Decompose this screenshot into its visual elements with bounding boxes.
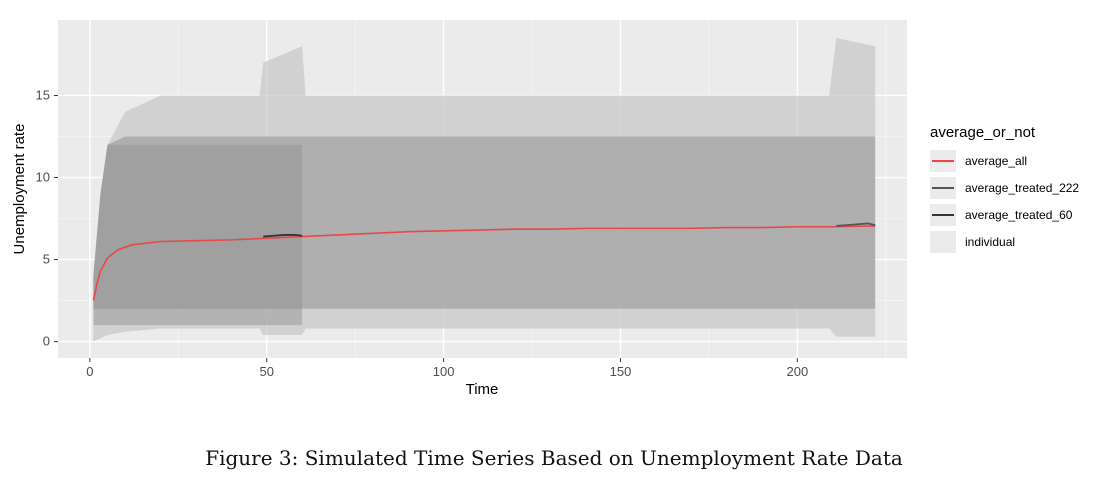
figure-caption: Figure 3: Simulated Time Series Based on… [205,446,903,470]
legend-label-average-treated-222: average_treated_222 [965,181,1079,195]
legend-label-average-treated-60: average_treated_60 [965,208,1073,222]
x-tick-label: 150 [610,364,632,379]
x-tick-label: 50 [259,364,273,379]
series-line-average-all [92,225,876,301]
y-tick-label: 15 [36,87,50,102]
legend: average_or_not average_all average_treate… [930,124,1079,253]
y-tick-label: 0 [43,334,50,349]
x-axis-title: Time [466,381,499,398]
series-line-average-treated-222 [836,222,876,227]
average-series [92,222,876,301]
legend-label-average-all: average_all [965,154,1027,168]
y-axis: 0 5 10 15 [36,87,58,349]
legend-title: average_or_not [930,124,1036,141]
x-tick-label: 0 [86,364,93,379]
individual-band-core [93,136,876,309]
legend-key-box [930,231,956,253]
x-tick-label: 100 [433,364,455,379]
y-axis-title: Unemployment rate [11,124,28,255]
individual-band-early [93,144,303,326]
y-tick-label: 10 [36,170,50,185]
x-axis: 0 50 100 150 200 [86,358,808,379]
series-line-average-treated-60 [263,234,303,238]
y-tick-label: 5 [43,252,50,267]
unemployment-chart: 0 50 100 150 200 0 5 10 15 Time Unemployment ra… [11,20,1079,398]
legend-label-individual: individual [965,235,1015,249]
x-tick-label: 200 [786,364,808,379]
individual-series-band [93,38,876,342]
